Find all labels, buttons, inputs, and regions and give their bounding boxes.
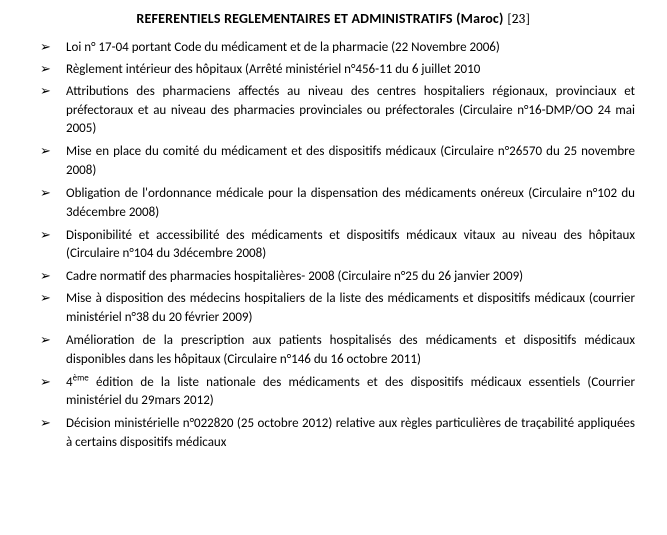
list-item-text: Disponibilité et accessibilité des médic… bbox=[66, 228, 635, 262]
list-item-text: Loi n° 17-04 portant Code du médicament … bbox=[66, 40, 500, 55]
title-text: REFERENTIELS REGLEMENTAIRES ET ADMINISTR… bbox=[136, 10, 507, 27]
list-item: Attributions des pharmaciens affectés au… bbox=[32, 83, 635, 140]
list-item-text: Mise à disposition des médecins hospital… bbox=[66, 291, 635, 325]
list-item: 4ème édition de la liste nationale des m… bbox=[32, 374, 635, 412]
list-item: Amélioration de la prescription aux pati… bbox=[32, 332, 635, 370]
list-item: Mise en place du comité du médicament et… bbox=[32, 143, 635, 181]
list-item: Règlement intérieur des hôpitaux (Arrêté… bbox=[32, 61, 635, 80]
list-item-text: Obligation de l'ordonnance médicale pour… bbox=[66, 186, 635, 220]
list-item-text-rest: édition de la liste nationale des médica… bbox=[66, 375, 635, 409]
list-item: Loi n° 17-04 portant Code du médicament … bbox=[32, 39, 635, 58]
list-item-text: Amélioration de la prescription aux pati… bbox=[66, 333, 635, 367]
list-item: Décision ministérielle n°022820 (25 octo… bbox=[32, 415, 635, 453]
list-item: Obligation de l'ordonnance médicale pour… bbox=[32, 185, 635, 223]
list-item: Cadre normatif des pharmacies hospitaliè… bbox=[32, 268, 635, 287]
list-item-text-prefix: 4 bbox=[66, 375, 73, 390]
list-item-text: Attributions des pharmaciens affectés au… bbox=[66, 84, 635, 137]
list-item-text: Cadre normatif des pharmacies hospitaliè… bbox=[66, 269, 523, 284]
list-item: Disponibilité et accessibilité des médic… bbox=[32, 227, 635, 265]
title-reference: [23] bbox=[507, 10, 531, 27]
list-item-text: Décision ministérielle n°022820 (25 octo… bbox=[66, 416, 635, 450]
list-item-superscript: ème bbox=[73, 372, 89, 383]
list-item-text: Mise en place du comité du médicament et… bbox=[66, 144, 635, 178]
list-item: Mise à disposition des médecins hospital… bbox=[32, 290, 635, 328]
document-page: REFERENTIELS REGLEMENTAIRES ET ADMINISTR… bbox=[0, 0, 667, 467]
list-item-text: Règlement intérieur des hôpitaux (Arrêté… bbox=[66, 62, 480, 77]
page-title: REFERENTIELS REGLEMENTAIRES ET ADMINISTR… bbox=[28, 10, 639, 27]
references-list: Loi n° 17-04 portant Code du médicament … bbox=[28, 39, 639, 453]
